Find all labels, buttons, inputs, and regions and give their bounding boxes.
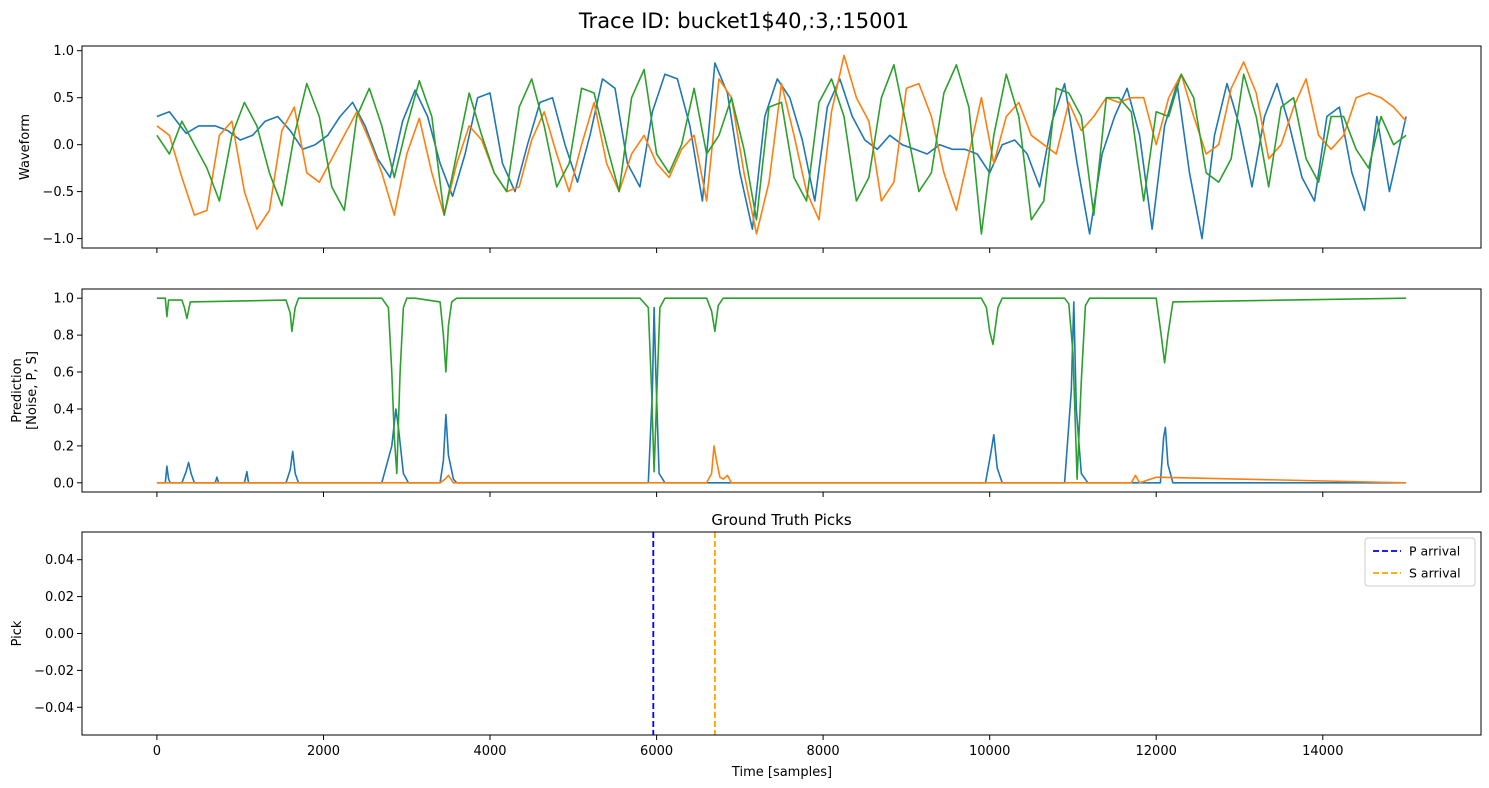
x-tick-label: 0: [153, 744, 161, 759]
y-axis-label: Waveform: [18, 114, 33, 180]
y-tick-label: −1.0: [42, 232, 74, 247]
series-line-3: [156, 64, 1407, 235]
x-tick-label: 4000: [473, 744, 506, 759]
series-line-1: [156, 62, 1407, 240]
axes-title: Ground Truth Picks: [711, 511, 852, 529]
x-tick-label: 2000: [307, 744, 340, 759]
y-tick-label: 0.0: [53, 138, 74, 153]
y-tick-label: 0.00: [45, 627, 74, 642]
figure-title: Trace ID: bucket1$40,:3,:15001: [578, 9, 909, 33]
ground-truth-picks-panel: 0 2000 4000 6000 8000 10000 12000 14000 −0.04 −0.…: [10, 511, 1482, 759]
x-tick-label: 14000: [1302, 744, 1343, 759]
y-tick-label: 0.04: [45, 553, 74, 568]
y-tick-label: 1.0: [53, 44, 74, 59]
y-axis-label: [Noise, P, S]: [25, 351, 40, 430]
plot-area: [156, 297, 1407, 484]
series-line-2: [156, 54, 1407, 235]
y-tick-label: −0.5: [42, 185, 74, 200]
x-tick-label: 12000: [1136, 744, 1177, 759]
x-tick-label: 6000: [640, 744, 673, 759]
plot-area: [652, 532, 716, 735]
axes-frame: [81, 531, 1482, 736]
series-line-2: [156, 445, 1407, 484]
y-tick-label: 0.6: [53, 366, 74, 381]
plot-area: [156, 54, 1407, 240]
legend: P arrival S arrival: [1364, 537, 1476, 587]
legend-label: P arrival: [1409, 544, 1460, 559]
y-tick-label: −0.02: [34, 664, 74, 679]
x-axis-label: Time [samples]: [731, 765, 832, 780]
y-tick-label: 0.4: [53, 403, 74, 418]
y-tick-label: 0.5: [53, 91, 74, 106]
y-tick-label: 0.8: [53, 329, 74, 344]
y-tick-label: 1.0: [53, 292, 74, 307]
x-tick-label: 10000: [969, 744, 1010, 759]
prediction-panel: 0.0 0.2 0.4 0.6 0.8 1.0 Prediction [Noise, P, S…: [10, 288, 1482, 497]
y-tick-label: −0.04: [34, 701, 74, 716]
axes-frame: [81, 45, 1482, 249]
y-tick-label: 0.02: [45, 590, 74, 605]
series-line-3: [156, 297, 1407, 480]
legend-box: [1364, 537, 1476, 587]
y-tick-label: 0.0: [53, 476, 74, 491]
y-axis-label: Prediction: [10, 358, 25, 423]
legend-label: S arrival: [1409, 566, 1461, 581]
series-line-1: [156, 301, 1407, 484]
axes-frame: [81, 288, 1482, 493]
x-tick-label: 8000: [807, 744, 840, 759]
waveform-panel: −1.0 −0.5 0.0 0.5 1.0 Waveform: [18, 44, 1482, 253]
y-tick-label: 0.2: [53, 439, 74, 454]
y-axis-label: Pick: [10, 620, 25, 646]
